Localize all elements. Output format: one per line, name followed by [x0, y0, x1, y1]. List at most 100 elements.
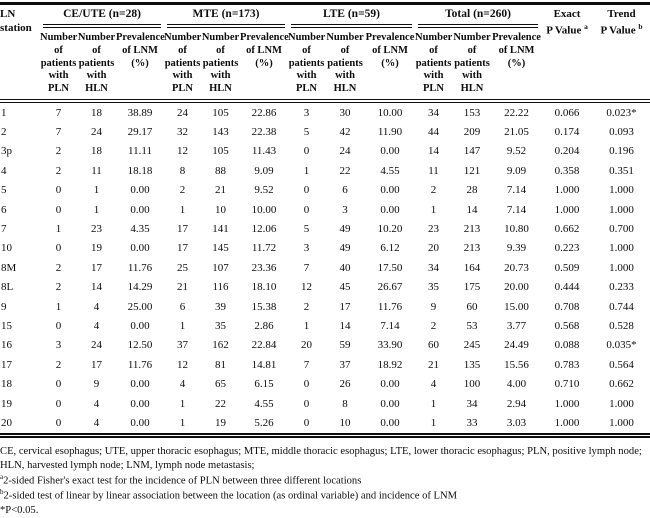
value-cell: 1 — [303, 319, 310, 332]
value-cell: 20.00 — [504, 281, 529, 294]
value-cell: 4 — [93, 397, 100, 410]
value-cell: 0.196 — [609, 145, 634, 158]
value-cell: 0.00 — [365, 413, 415, 438]
value-cell: 100 — [463, 378, 481, 391]
value-cell: 3 — [303, 106, 310, 119]
value-cell: 10.00 — [377, 106, 403, 119]
value-cell: 24 — [339, 145, 351, 158]
value-cell: 4.55 — [380, 164, 400, 177]
value-cell: 7 — [303, 358, 310, 371]
value-cell: 17 — [177, 242, 188, 255]
value-cell: 1.000 — [609, 242, 634, 255]
value-cell: 2 — [430, 184, 437, 197]
value-cell: 0 — [303, 203, 310, 216]
value-cell: 6.15 — [254, 378, 274, 391]
table-body: 1 7 18 38.89 24 105 22.86 3 30 10.00 34 153 22.22 0.0… — [0, 101, 650, 438]
ln-station-cell: 16 — [1, 339, 12, 352]
value-cell: 23 — [428, 223, 439, 236]
trend-p-line1: Trend — [607, 8, 636, 20]
value-cell: 1.000 — [554, 397, 580, 410]
value-cell: 0.00 — [116, 413, 164, 438]
table-row: 5 0 1 0.00 2 21 9.52 0 6 0.00 2 28 7.14 1.000 1.000 — [0, 181, 650, 200]
value-cell: 11.90 — [377, 126, 403, 139]
value-cell: 10.20 — [377, 223, 403, 236]
value-cell: 18.18 — [127, 164, 153, 177]
value-cell: 15.00 — [504, 300, 529, 313]
value-cell: 24 — [91, 126, 102, 139]
value-cell: 1 — [179, 319, 186, 332]
value-cell: 1.000 — [593, 413, 650, 438]
value-cell: 7.14 — [380, 319, 400, 332]
value-cell: 0.204 — [554, 145, 580, 158]
ln-station-cell: 19 — [1, 397, 12, 410]
value-cell: 49 — [339, 242, 351, 255]
value-cell: 25.00 — [127, 300, 153, 313]
value-cell: 60 — [428, 339, 439, 352]
value-cell: 105 — [212, 145, 229, 158]
value-cell: 0 — [288, 413, 325, 438]
value-cell: 7 — [55, 106, 62, 119]
value-cell: 18.92 — [377, 358, 403, 371]
value-cell: 4 — [93, 319, 100, 332]
sub-header-row: Number of patients with PLN Number of pa… — [0, 28, 650, 103]
subheader-hln: Number of patients with HLN — [77, 28, 116, 103]
value-cell: 12 — [177, 358, 188, 371]
value-cell: 8 — [179, 164, 186, 177]
value-cell: 10.00 — [251, 203, 277, 216]
ln-station-cell: 6 — [1, 203, 7, 216]
value-cell: 12.06 — [251, 223, 277, 236]
table-row: 1 7 18 38.89 24 105 22.86 3 30 10.00 34 153 22.22 0.0… — [0, 101, 650, 122]
value-cell: 42 — [339, 126, 351, 139]
value-cell: 1 — [303, 164, 310, 177]
value-cell: 14 — [428, 145, 439, 158]
value-cell: 2 — [55, 164, 62, 177]
value-cell: 11 — [91, 164, 102, 177]
value-cell: 21.05 — [504, 126, 529, 139]
value-cell: 10.80 — [504, 223, 529, 236]
value-cell: 49 — [339, 223, 351, 236]
value-cell: 0.035* — [606, 339, 637, 352]
footnote-b-superscript: b — [0, 488, 4, 497]
value-cell: 0.744 — [609, 300, 634, 313]
ln-station-cell: 5 — [1, 184, 7, 197]
value-cell: 30 — [339, 106, 351, 119]
value-cell: 24 — [91, 339, 102, 352]
value-cell: 14 — [339, 319, 351, 332]
value-cell: 0.783 — [554, 358, 580, 371]
value-cell: 6.12 — [380, 242, 400, 255]
significance-note: *P<0.05. — [0, 504, 39, 516]
group-label: MTE (n=173) — [167, 8, 285, 28]
value-cell: 209 — [463, 126, 481, 139]
exact-p-line2: P Value a — [546, 21, 588, 37]
value-cell: 5 — [303, 126, 310, 139]
subheader-pln: Number of patients with PLN — [288, 28, 325, 103]
ln-station-cell: 2 — [1, 126, 7, 139]
value-cell: 14.81 — [251, 358, 277, 371]
value-cell: 11.72 — [251, 242, 277, 255]
value-cell: 12 — [177, 145, 188, 158]
value-cell: 0.088 — [554, 339, 580, 352]
value-cell: 37 — [339, 358, 351, 371]
value-cell: 17 — [91, 358, 102, 371]
value-cell: 17 — [339, 300, 351, 313]
value-cell: 162 — [212, 339, 229, 352]
value-cell: 24 — [177, 106, 188, 119]
value-cell: 3 — [303, 242, 310, 255]
value-cell: 11.76 — [127, 261, 153, 274]
subheader-prevalence: Prevalence of LNM (%) — [116, 28, 165, 103]
value-cell: 32 — [177, 126, 188, 139]
value-cell: 14.29 — [127, 281, 153, 294]
value-cell: 0 — [303, 145, 310, 158]
value-cell: 26.67 — [377, 281, 403, 294]
group-header-ce-ute: CE/UTE (n=28) — [40, 4, 164, 28]
value-cell: 7 — [55, 126, 62, 139]
value-cell: 213 — [463, 223, 481, 236]
ln-station-cell: 17 — [1, 358, 12, 371]
value-cell: 145 — [212, 242, 229, 255]
value-cell: 26 — [339, 378, 351, 391]
value-cell: 1 — [415, 413, 452, 438]
value-cell: 34 — [466, 397, 478, 410]
value-cell: 2 — [55, 145, 62, 158]
value-cell: 1 — [179, 397, 186, 410]
value-cell: 1.000 — [541, 413, 594, 438]
